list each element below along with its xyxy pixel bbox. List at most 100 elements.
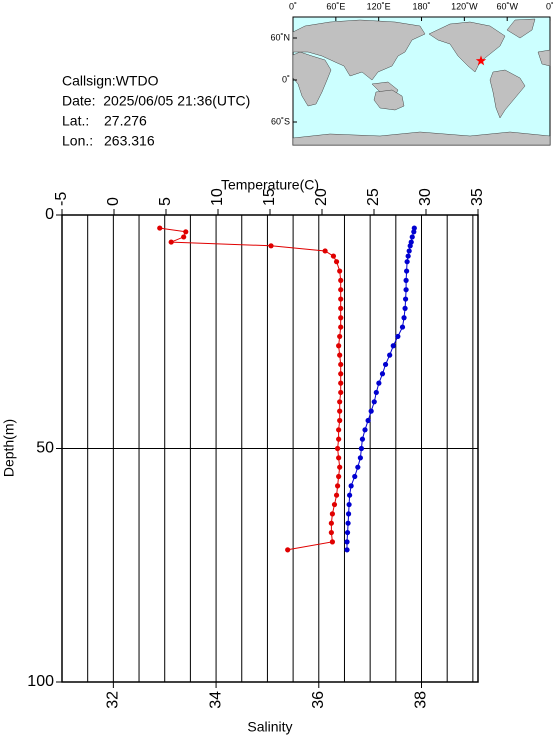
profile-point xyxy=(406,248,412,254)
profile-point xyxy=(337,417,343,424)
map-lat-label: 0˚ xyxy=(282,74,290,84)
profile-point xyxy=(336,455,342,461)
x-tick-label: 15 xyxy=(261,188,278,206)
profile-point xyxy=(338,305,344,311)
profile-point xyxy=(181,234,187,240)
profile-point xyxy=(345,511,352,517)
x-tick-label: 34 xyxy=(207,691,224,709)
profile-point xyxy=(358,445,365,452)
profile-point xyxy=(333,259,340,265)
land xyxy=(292,18,551,146)
profile-point xyxy=(337,464,343,470)
profile-point xyxy=(345,520,351,526)
profile-point xyxy=(403,287,409,293)
profile-point xyxy=(335,445,341,452)
x-tick-label: 5 xyxy=(157,197,174,206)
profile-point xyxy=(390,343,396,349)
lon-value: 263.316 xyxy=(104,133,155,149)
profile-point xyxy=(362,427,368,433)
profile-point xyxy=(338,389,344,396)
profile-line xyxy=(159,227,342,551)
profile-point xyxy=(338,277,344,283)
profile-point xyxy=(344,547,350,553)
profile-point xyxy=(337,268,343,274)
date: Date: 2025/06/05 21:36(UTC) xyxy=(62,93,250,109)
map-lon-label: 60˚E xyxy=(326,1,345,11)
profile-point xyxy=(403,277,409,283)
profile-point xyxy=(157,225,163,231)
profile-point xyxy=(404,268,410,274)
profile-point xyxy=(376,380,382,386)
profile-point xyxy=(322,248,328,254)
profile-point xyxy=(335,483,341,489)
map-lon-label: 120˚E xyxy=(367,1,391,11)
y-tick-label: 100 xyxy=(27,673,54,690)
profile-point xyxy=(337,352,343,358)
profile-point xyxy=(328,520,334,526)
x-tick-label: 30 xyxy=(417,188,434,206)
profile-point xyxy=(387,352,393,358)
profile-point xyxy=(329,511,335,517)
profile-point xyxy=(382,361,389,368)
y-tick-label: 0 xyxy=(45,206,54,223)
profile-point xyxy=(331,501,338,508)
profile-point xyxy=(344,529,351,536)
profile-point xyxy=(168,239,174,245)
profile-point xyxy=(330,253,337,259)
profile-point xyxy=(373,389,379,396)
profile-point xyxy=(368,408,374,414)
map-lon-label: 60˚W xyxy=(496,1,518,11)
profile-point xyxy=(333,492,340,498)
profile-point xyxy=(338,315,344,321)
map-lon-label: 120˚W xyxy=(451,1,478,11)
profile-point xyxy=(359,436,366,442)
profile-point xyxy=(407,243,413,249)
profile-point xyxy=(268,243,274,249)
profile-point xyxy=(405,253,411,259)
profile-point xyxy=(338,380,344,386)
profile-point xyxy=(411,229,417,235)
x-tick-label: -5 xyxy=(53,192,70,206)
profile-point xyxy=(402,305,408,311)
profile-point xyxy=(338,287,344,293)
x-tick-label: 36 xyxy=(310,691,327,709)
profile-point xyxy=(371,399,377,405)
top-axis-title: Temperature(C) xyxy=(221,177,319,193)
x-tick-label: 20 xyxy=(313,188,330,206)
profile-point xyxy=(338,361,344,368)
profile-point xyxy=(404,259,410,265)
profile-point xyxy=(337,399,343,405)
profile-point xyxy=(337,333,343,340)
location-star xyxy=(475,55,487,66)
x-tick-label: 38 xyxy=(413,691,430,709)
y-axis-title: Depth(m) xyxy=(1,419,17,477)
profile-point xyxy=(399,324,406,330)
map-lon-label: 180˚ xyxy=(413,1,431,11)
profile-point xyxy=(365,417,371,424)
x-tick-label: 25 xyxy=(365,188,382,206)
profile-point xyxy=(402,296,409,302)
x-tick-label: 0 xyxy=(105,197,122,206)
profile-point xyxy=(346,501,352,508)
profile-point xyxy=(357,455,363,461)
profile-point xyxy=(347,492,353,498)
profile-point xyxy=(337,408,343,414)
map-lon-label: 0˚ xyxy=(289,1,297,11)
profile-point xyxy=(336,473,342,480)
profile-point xyxy=(338,296,344,302)
profile-point xyxy=(395,333,401,340)
map-lon-label: 0˚ xyxy=(546,1,553,11)
profile-point xyxy=(336,343,342,349)
profile-point xyxy=(336,436,342,442)
profile-point xyxy=(338,324,344,330)
profile-point xyxy=(401,315,407,321)
profile-point xyxy=(329,539,335,545)
profile-point xyxy=(336,427,342,433)
lat-value: 27.276 xyxy=(104,113,147,129)
profile-point xyxy=(183,229,189,235)
x-tick-label: 32 xyxy=(105,691,122,709)
profile-point xyxy=(379,371,386,377)
profile-line xyxy=(346,228,415,550)
y-tick-label: 50 xyxy=(36,440,54,457)
